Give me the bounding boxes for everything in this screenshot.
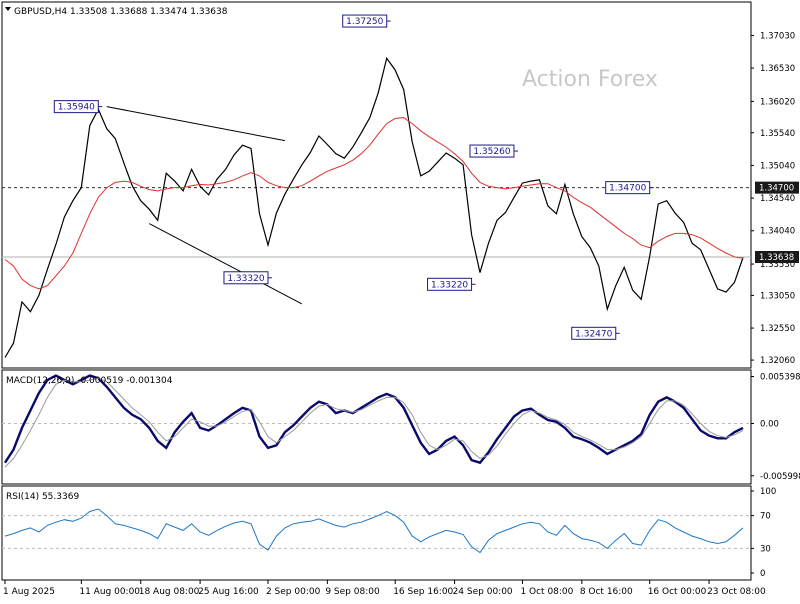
trendline-0	[106, 106, 286, 142]
price-tag-1: 1.33638	[759, 253, 794, 263]
macd-y-tick-label-0: 0.005398	[760, 373, 800, 383]
price-label-3: 1.35260	[473, 147, 510, 157]
x-tick-label-9: 8 Oct 16:00	[580, 587, 633, 597]
watermark: Action Forex	[522, 67, 658, 92]
main-y-tick-label-10: 1.32060	[760, 356, 795, 366]
price-series	[4, 56, 744, 358]
price-label-box-4	[427, 277, 473, 291]
price-label-4: 1.33220	[431, 280, 468, 290]
rsi-series	[2, 508, 751, 554]
x-tick-label-6: 16 Sep 16:00	[393, 587, 453, 597]
price-labels: 1.35940 1.33320 1.37250 1.35260 1.33220 1.347…	[53, 14, 654, 340]
macd-y-tick-label-1: 0.00	[760, 420, 779, 430]
trendline-1	[148, 223, 303, 305]
price-label-box-2	[342, 14, 388, 28]
main-y-tick-label-1: 1.36530	[760, 64, 795, 74]
rsi-header: RSI(14) 55.3369	[6, 492, 79, 502]
main-y-tick-label-2: 1.36020	[760, 97, 795, 107]
main-y-tick-label-6: 1.34040	[760, 227, 795, 237]
trendlines	[106, 106, 303, 305]
rsi-y-tick-label-1: 70	[760, 512, 771, 522]
x-tick-label-1: 11 Aug 00:00	[79, 587, 140, 597]
price-line	[4, 56, 744, 358]
price-label-box-6	[571, 326, 617, 340]
price-label-box-5	[605, 181, 651, 195]
rsi-pane	[1, 485, 752, 581]
main-y-tick-label-0: 1.37030	[760, 31, 795, 41]
x-tick-label-7: 24 Sep 00:00	[453, 587, 513, 597]
main-y-tick-label-5: 1.34540	[760, 194, 795, 204]
main-header: GBPUSD,H4 1.33508 1.33688 1.33474 1.3363…	[14, 7, 228, 17]
macd-y-tick-label-2: -0.005998	[760, 472, 800, 482]
x-tick-label-8: 1 Oct 08:00	[520, 587, 573, 597]
x-tick-label-5: 9 Sep 08:00	[325, 587, 380, 597]
main-y-tick-label-9: 1.32550	[760, 324, 795, 334]
price-tag-box-1	[755, 251, 799, 264]
dropdown-triangle-icon[interactable]	[5, 7, 11, 11]
price-tag-box-0	[755, 181, 799, 194]
rsi-y-tick-label-0: 100	[760, 487, 776, 497]
price-label-0: 1.35940	[58, 103, 95, 113]
main-y-tick-label-3: 1.35540	[760, 129, 795, 139]
x-tick-label-0: 1 Aug 2025	[3, 587, 55, 597]
price-label-5: 1.34700	[609, 184, 646, 194]
x-tick-label-2: 18 Aug 08:00	[139, 587, 200, 597]
macd-line	[3, 374, 744, 465]
macd-series	[2, 374, 751, 468]
rsi-line	[4, 508, 744, 554]
price-label-2: 1.37250	[346, 17, 383, 27]
x-tick-label-3: 25 Aug 16:00	[198, 587, 259, 597]
macd-pane	[1, 369, 752, 485]
price-label-6: 1.32470	[575, 329, 612, 339]
x-tick-label-10: 16 Oct 00:00	[648, 587, 707, 597]
x-tick-label-4: 2 Sep 00:00	[266, 587, 321, 597]
main-y-tick-label-8: 1.33050	[760, 291, 795, 301]
rsi-y-tick-label-3: 0	[760, 569, 765, 579]
x-tick-label-11: 23 Oct 08:00	[707, 587, 766, 597]
price-label-box-1	[223, 271, 269, 285]
price-label-box-3	[469, 144, 515, 158]
price-label-1: 1.33320	[227, 274, 264, 284]
price-label-box-0	[53, 100, 99, 114]
rsi-y-tick-label-2: 30	[760, 544, 771, 554]
main-y-tick-label-4: 1.35040	[760, 161, 795, 171]
macd-signal-line	[4, 377, 744, 468]
moving-average-line	[4, 117, 744, 290]
price-tag-0: 1.34700	[759, 184, 794, 194]
y-axes: 1.37030 1.36530 1.36020 1.35540 1.35040 1.345…	[751, 31, 800, 579]
main-y-tick-label-7: 1.33530	[760, 260, 795, 270]
macd-header: MACD(12,26,9) -0.000519 -0.001304	[6, 376, 173, 386]
